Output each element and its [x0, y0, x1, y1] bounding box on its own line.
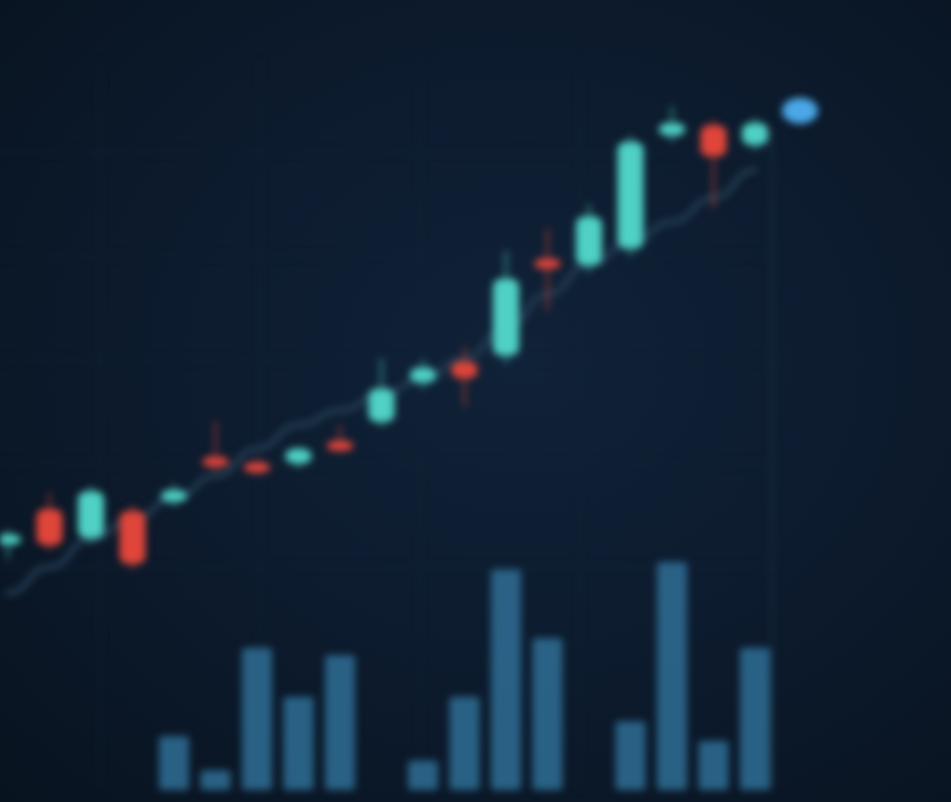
volume-bar: [491, 569, 521, 790]
candle-up: [285, 448, 312, 464]
candle-down: [700, 125, 727, 157]
candle-down: [119, 511, 146, 564]
volume-bar: [615, 721, 646, 790]
volume-bar: [325, 655, 355, 790]
candle-up: [576, 216, 602, 266]
candle-up: [410, 367, 436, 383]
volume-bar: [532, 638, 563, 790]
volume-bar: [408, 760, 438, 790]
volume-bar: [159, 736, 189, 790]
volume-bar: [200, 770, 231, 790]
candle-up: [0, 534, 21, 545]
candle-down: [244, 462, 270, 473]
volume-bar: [740, 647, 770, 790]
candle-down: [202, 456, 229, 467]
candle-up: [493, 278, 519, 356]
candle-up: [617, 141, 644, 249]
candle-down: [451, 361, 478, 379]
candle-layer: [0, 97, 818, 570]
volume-bar: [698, 741, 729, 790]
volume-bar: [242, 647, 272, 790]
volume-bar: [657, 562, 687, 790]
last-price-marker: [782, 97, 818, 124]
candle-down: [534, 258, 561, 269]
grid-layer: [0, 60, 772, 790]
volume-layer: [159, 562, 770, 790]
volume-bar: [283, 696, 314, 790]
candle-up: [368, 388, 395, 422]
candle-up: [659, 123, 685, 136]
candle-up: [742, 123, 768, 145]
candle-down: [327, 440, 353, 451]
candle-down: [36, 508, 63, 546]
volume-bar: [449, 696, 480, 790]
candle-up: [78, 491, 104, 538]
candle-up: [161, 490, 187, 502]
